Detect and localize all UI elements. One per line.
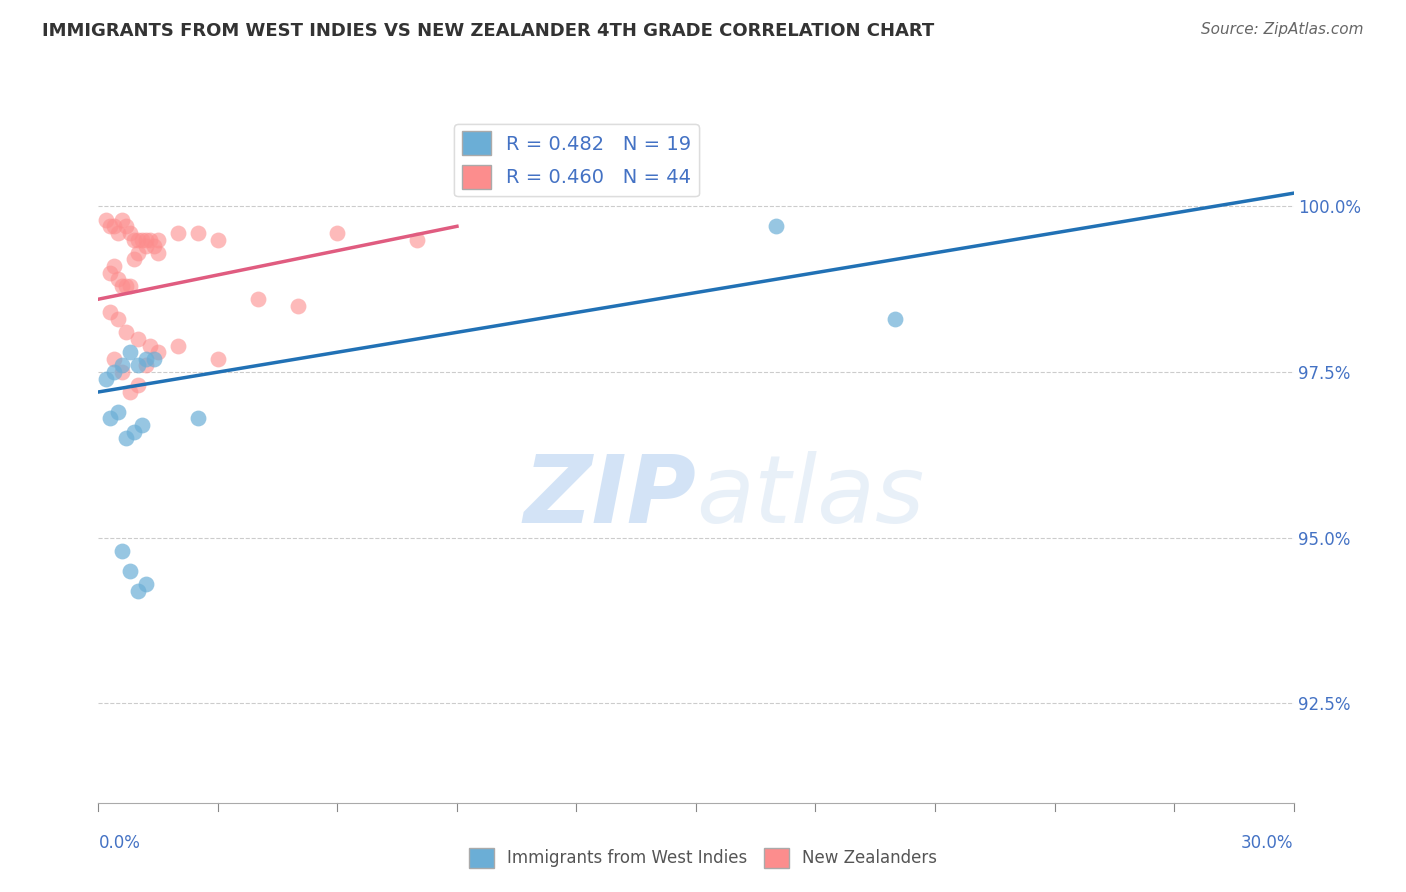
Point bbox=[326, 226, 349, 240]
Point bbox=[96, 372, 118, 386]
Point bbox=[167, 338, 190, 352]
Point bbox=[103, 219, 125, 234]
Text: 0.0%: 0.0% bbox=[98, 834, 141, 852]
Legend: Immigrants from West Indies, New Zealanders: Immigrants from West Indies, New Zealand… bbox=[463, 841, 943, 875]
Point bbox=[120, 345, 142, 359]
Point bbox=[115, 219, 138, 234]
Point bbox=[135, 233, 157, 247]
Point bbox=[107, 272, 129, 286]
Point bbox=[103, 259, 125, 273]
Point bbox=[127, 245, 149, 260]
Point bbox=[127, 332, 149, 346]
Point bbox=[127, 378, 149, 392]
Point bbox=[127, 359, 149, 373]
Point bbox=[143, 351, 166, 366]
Point bbox=[124, 252, 146, 267]
Point bbox=[107, 405, 129, 419]
Point bbox=[98, 411, 122, 425]
Point bbox=[124, 425, 146, 439]
Point bbox=[127, 583, 149, 598]
Text: IMMIGRANTS FROM WEST INDIES VS NEW ZEALANDER 4TH GRADE CORRELATION CHART: IMMIGRANTS FROM WEST INDIES VS NEW ZEALA… bbox=[42, 22, 935, 40]
Point bbox=[111, 279, 134, 293]
Point bbox=[143, 239, 166, 253]
Point bbox=[135, 239, 157, 253]
Point bbox=[111, 365, 134, 379]
Point bbox=[115, 279, 138, 293]
Point bbox=[207, 351, 229, 366]
Point bbox=[96, 212, 118, 227]
Point bbox=[187, 411, 209, 425]
Point bbox=[148, 233, 170, 247]
Point bbox=[167, 226, 190, 240]
Text: ZIP: ZIP bbox=[523, 450, 696, 542]
Point bbox=[148, 245, 170, 260]
Legend: R = 0.482   N = 19, R = 0.460   N = 44: R = 0.482 N = 19, R = 0.460 N = 44 bbox=[454, 124, 699, 196]
Point bbox=[406, 233, 429, 247]
Point bbox=[135, 359, 157, 373]
Point bbox=[98, 305, 122, 319]
Point bbox=[98, 219, 122, 234]
Point bbox=[135, 351, 157, 366]
Point bbox=[103, 365, 125, 379]
Point bbox=[884, 312, 907, 326]
Point bbox=[124, 233, 146, 247]
Text: Source: ZipAtlas.com: Source: ZipAtlas.com bbox=[1201, 22, 1364, 37]
Point bbox=[107, 312, 129, 326]
Point bbox=[115, 431, 138, 445]
Point bbox=[120, 226, 142, 240]
Point bbox=[246, 292, 269, 306]
Point bbox=[127, 233, 149, 247]
Point bbox=[107, 226, 129, 240]
Point bbox=[139, 233, 162, 247]
Text: atlas: atlas bbox=[696, 451, 924, 542]
Point bbox=[207, 233, 229, 247]
Point bbox=[111, 359, 134, 373]
Point bbox=[187, 226, 209, 240]
Point bbox=[98, 266, 122, 280]
Text: 30.0%: 30.0% bbox=[1241, 834, 1294, 852]
Point bbox=[111, 212, 134, 227]
Point bbox=[103, 351, 125, 366]
Point bbox=[131, 418, 153, 433]
Point bbox=[287, 299, 309, 313]
Point bbox=[111, 544, 134, 558]
Point bbox=[131, 233, 153, 247]
Point bbox=[765, 219, 787, 234]
Point bbox=[120, 279, 142, 293]
Point bbox=[120, 384, 142, 399]
Point bbox=[120, 564, 142, 578]
Point bbox=[115, 326, 138, 340]
Point bbox=[135, 577, 157, 591]
Point bbox=[139, 338, 162, 352]
Point bbox=[148, 345, 170, 359]
